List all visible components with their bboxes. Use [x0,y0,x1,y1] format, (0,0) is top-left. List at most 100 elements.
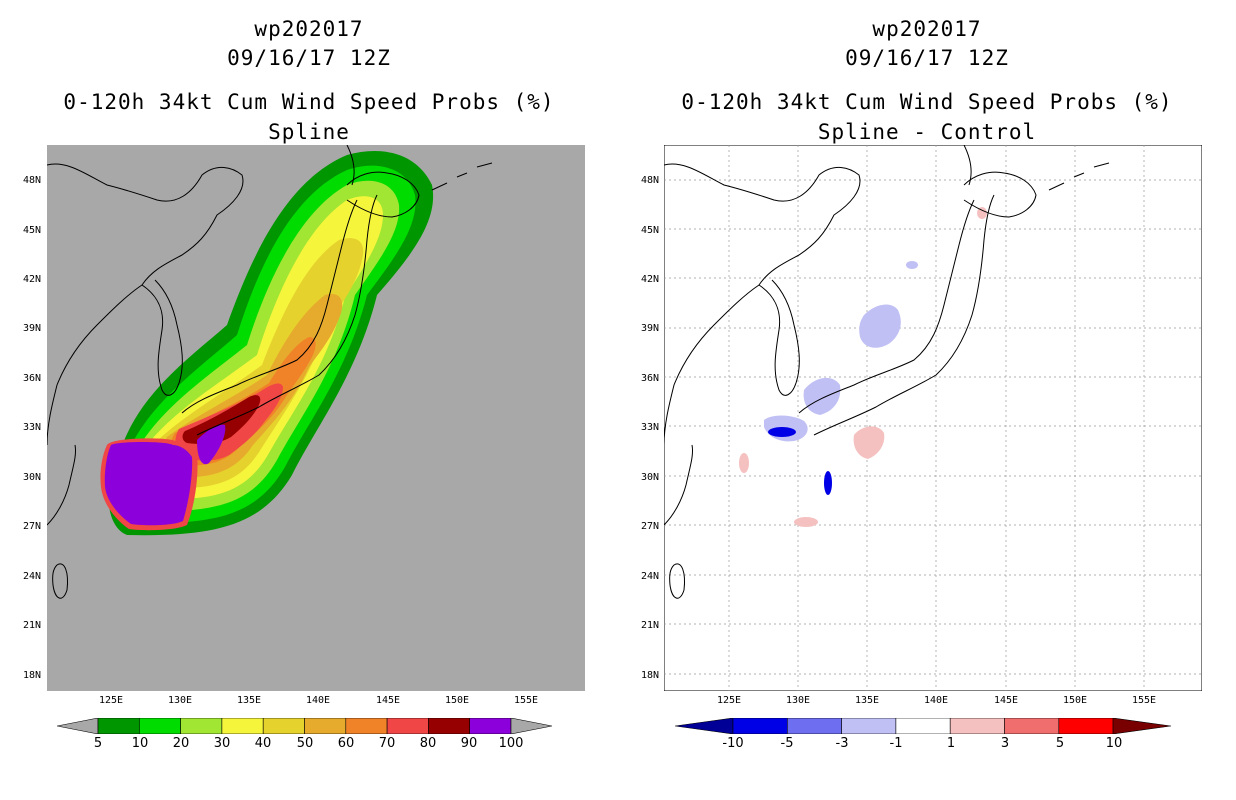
coastline-korea [758,279,800,396]
colorbar-over-arrow [1112,718,1172,734]
colorbar-label: 100 [498,736,524,751]
coastline-hokkaido [963,171,1037,218]
colorbar-box [139,718,181,734]
lon-label: 130E [167,695,193,706]
right-datetime: 09/16/17 12Z [845,46,1009,70]
left-probability-contours [100,150,434,536]
right-map-background [664,145,1202,691]
colorbar-label: -10 [722,736,744,751]
colorbar-label: 70 [378,736,396,751]
colorbar-label: 10 [131,736,149,751]
right-method-label: Spline - Control [817,120,1037,144]
lon-label: 135E [854,695,880,706]
colorbar-label: 5 [1055,736,1065,751]
coastline-sakhalin [963,145,972,186]
left-colorbar [57,718,553,734]
colorbar-label: 20 [172,736,190,751]
lat-label: 30N [22,472,41,483]
colorbar-box [304,718,347,734]
coastline-kurils [431,162,493,191]
lat-label: 48N [640,175,659,186]
left-coastlines [47,145,493,599]
colorbar-box [428,718,470,734]
colorbar-label: 1 [946,736,956,751]
colorbar-label: 50 [296,736,314,751]
colorbar-label: -3 [835,736,849,751]
lat-label: 45N [22,225,41,236]
coastline-china-east [664,444,693,526]
diff-blob-positive [794,517,818,527]
lon-label: 145E [993,695,1019,706]
colorbar-label: 80 [419,736,437,751]
colorbar-box [787,718,842,734]
colorbar-box [841,718,897,734]
coastline-asia-mainland [664,163,861,446]
lon-label: 125E [98,695,124,706]
colorbar-box [732,718,788,734]
colorbar-label: 40 [254,736,272,751]
colorbar-over-arrow [510,718,553,734]
diff-blob-positive [977,207,987,219]
coastline-japan-pacific [196,194,378,436]
right-product-title: 0-120h 34kt Cum Wind Speed Probs (%) [681,90,1173,114]
lat-label: 27N [640,521,659,532]
coastline-japan-kyushu-honshu [181,199,358,414]
colorbar-label: 3 [1000,736,1010,751]
left-datetime: 09/16/17 12Z [227,46,391,70]
lon-label: 140E [305,695,331,706]
lat-label: 24N [22,571,41,582]
right-difference-map [664,145,1202,691]
colorbar-box [221,718,264,734]
diff-blob-positive [739,453,749,473]
colorbar-label: 60 [337,736,355,751]
coastline-sakhalin [346,145,355,186]
coastline-asia-mainland [47,163,244,446]
lat-label: 33N [640,422,659,433]
left-colorbar-boxes [97,718,512,734]
grid-lines [664,145,1202,691]
lat-label: 39N [22,323,41,334]
right-storm-id: wp202017 [872,17,982,41]
colorbar-box [345,718,388,734]
colorbar-box [262,718,305,734]
colorbar-box [1058,718,1114,734]
lat-label: 36N [640,373,659,384]
lat-label: 39N [640,323,659,334]
coastline-korea [141,279,183,396]
coastline-taiwan [669,563,685,599]
lon-label: 145E [375,695,401,706]
lat-label: 30N [640,472,659,483]
colorbar-label: 90 [460,736,478,751]
lat-label: 42N [640,274,659,285]
right-colorbar-boxes [732,718,1114,734]
lat-label: 21N [22,620,41,631]
lon-label: 155E [1131,695,1157,706]
colorbar-label: 30 [213,736,231,751]
coastline-japan-pacific [813,194,995,436]
colorbar-label: 10 [1105,736,1123,751]
left-method-label: Spline [268,120,350,144]
colorbar-label: -1 [889,736,903,751]
left-product-title: 0-120h 34kt Cum Wind Speed Probs (%) [63,90,555,114]
lat-label: 42N [22,274,41,285]
coastline-japan-kyushu-honshu [798,199,975,414]
colorbar-box [895,718,951,734]
colorbar-box [1004,718,1060,734]
lat-label: 24N [640,571,659,582]
lon-label: 140E [923,695,949,706]
colorbar-box [949,718,1005,734]
right-colorbar [675,718,1172,734]
colorbar-box [469,718,512,734]
left-panel: wp202017 09/16/17 12Z 0-120h 34kt Cum Wi… [22,17,585,751]
right-coastlines [664,145,1110,599]
diff-blob-strong-negative [824,471,832,495]
diff-blob-negative [859,304,901,348]
colorbar-under-arrow [57,718,99,734]
lat-label: 45N [640,225,659,236]
diff-blob-positive [853,426,885,459]
diff-blob-negative [906,261,918,269]
lat-label: 18N [640,670,659,681]
lat-label: 21N [640,620,659,631]
coastline-taiwan [52,563,68,599]
coastline-hokkaido [346,171,420,218]
